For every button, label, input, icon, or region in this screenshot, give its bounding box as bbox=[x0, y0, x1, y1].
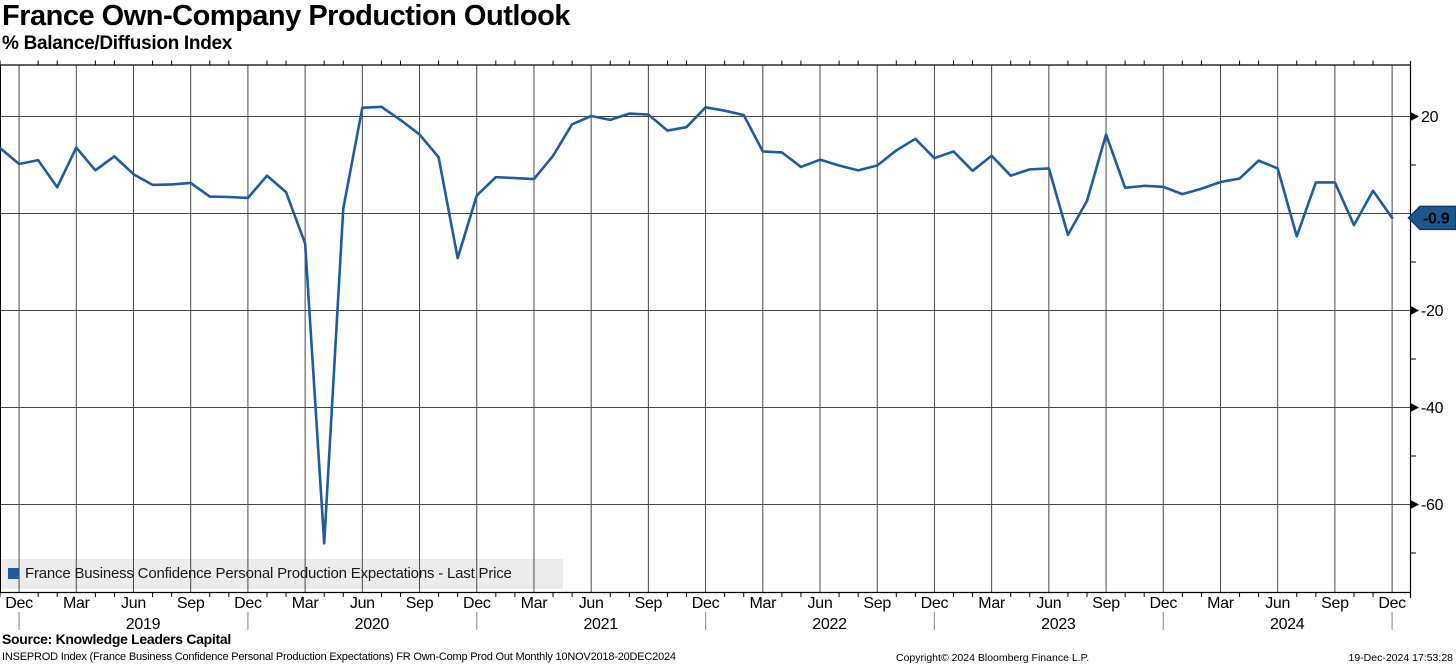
x-tick-label: Sep bbox=[177, 595, 205, 612]
x-tick-label: Sep bbox=[1321, 595, 1349, 612]
timestamp: 19-Dec-2024 17:53:28 bbox=[1348, 652, 1454, 664]
year-label: 2023 bbox=[1041, 616, 1076, 633]
legend-label: France Business Confidence Personal Prod… bbox=[25, 565, 512, 582]
page-title: France Own-Company Production Outlook bbox=[2, 0, 570, 32]
x-tick-label: Mar bbox=[1207, 595, 1235, 612]
x-tick-label: Dec bbox=[463, 595, 491, 612]
legend-background bbox=[0, 559, 563, 589]
year-label: 2022 bbox=[812, 616, 847, 633]
last-price-label: -0.9 bbox=[1423, 210, 1450, 227]
x-tick-label: Mar bbox=[521, 595, 549, 612]
x-tick-label: Mar bbox=[749, 595, 777, 612]
year-label: 2020 bbox=[355, 616, 390, 633]
x-tick-label: Dec bbox=[921, 595, 949, 612]
year-label: 2024 bbox=[1270, 616, 1305, 633]
y-tick-label: -60 bbox=[1421, 497, 1444, 514]
y-tick-label: -20 bbox=[1421, 303, 1444, 320]
x-tick-label: Dec bbox=[5, 595, 33, 612]
legend-marker-icon bbox=[8, 568, 19, 579]
y-major-tick-icon bbox=[1410, 500, 1419, 509]
y-major-tick-icon bbox=[1410, 403, 1419, 412]
security-description: INSEPROD Index (France Business Confiden… bbox=[2, 651, 676, 663]
copyright-text: Copyright© 2024 Bloomberg Finance L.P. bbox=[896, 652, 1090, 664]
last-price-tag bbox=[1407, 205, 1456, 231]
x-tick-label: Jun bbox=[121, 595, 146, 612]
x-tick-label: Dec bbox=[692, 595, 720, 612]
x-tick-label: Dec bbox=[1378, 595, 1406, 612]
y-major-tick-icon bbox=[1410, 306, 1419, 315]
x-tick-label: Sep bbox=[406, 595, 434, 612]
x-tick-label: Sep bbox=[635, 595, 663, 612]
x-tick-label: Sep bbox=[863, 595, 891, 612]
x-tick-label: Jun bbox=[579, 595, 604, 612]
price-line bbox=[0, 105, 1394, 545]
source-text: Source: Knowledge Leaders Capital bbox=[2, 631, 231, 647]
x-tick-label: Dec bbox=[1149, 595, 1177, 612]
y-major-tick-icon bbox=[1410, 112, 1419, 121]
x-tick-label: Mar bbox=[63, 595, 91, 612]
year-label: 2019 bbox=[126, 616, 161, 633]
y-tick-label: 20 bbox=[1421, 109, 1439, 126]
chart-subtitle: % Balance/Diffusion Index bbox=[2, 33, 233, 54]
x-tick-label: Jun bbox=[350, 595, 375, 612]
x-tick-label: Mar bbox=[292, 595, 320, 612]
x-tick-label: Jun bbox=[1265, 595, 1290, 612]
x-tick-label: Jun bbox=[1036, 595, 1061, 612]
x-tick-label: Jun bbox=[808, 595, 833, 612]
year-label: 2021 bbox=[583, 616, 618, 633]
y-tick-label: -40 bbox=[1421, 400, 1444, 417]
x-tick-label: Sep bbox=[1092, 595, 1120, 612]
x-tick-label: Mar bbox=[978, 595, 1006, 612]
x-tick-label: Dec bbox=[234, 595, 262, 612]
legend: France Business Confidence Personal Prod… bbox=[8, 565, 512, 582]
